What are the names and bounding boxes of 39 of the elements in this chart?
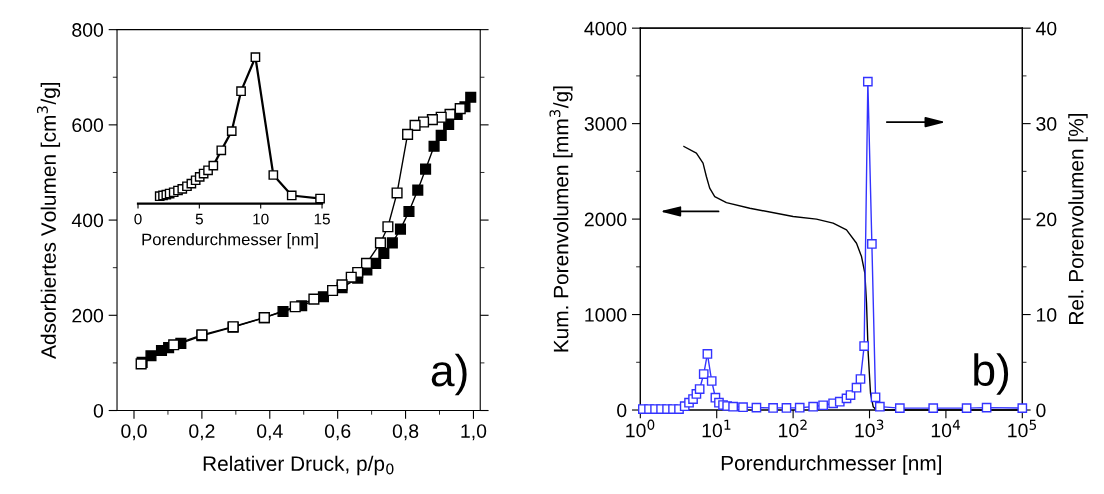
x-axis-title: Relativer Druck, p/p$_{0}$	[203, 455, 394, 476]
x-tick-label: 0,4	[257, 424, 283, 441]
x-axis-title: Porendurchmesser [nm]	[721, 455, 941, 475]
y2-tick-label: 40	[1035, 21, 1057, 36]
x-axis-title: Porendurchmesser [nm]	[142, 233, 318, 249]
x-tick-label: 10$^{1}$	[702, 419, 731, 438]
x-tick-label: 0,2	[189, 424, 215, 441]
y-axis-title: Adsorbiertes Volumen [cm$^{3}$/g]	[36, 82, 61, 359]
y-axis-title: Kum. Porenvolumen [mm$^{3}$/g]	[549, 86, 573, 352]
y2-tick-label: 0	[1036, 403, 1046, 418]
y-tick-label: 0	[93, 403, 104, 418]
x-tick-label: 0,0	[121, 424, 147, 441]
y-tick-label: 0	[617, 403, 627, 418]
x-tick-label: 10	[253, 213, 269, 225]
y2-tick-label: 20	[1036, 212, 1057, 227]
y-tick-label: 200	[72, 308, 104, 323]
y-tick-label: 400	[71, 213, 104, 228]
y2-tick-label: 30	[1036, 117, 1057, 131]
annotation: b)	[974, 353, 1009, 395]
x-tick-label: 10$^{5}$	[1008, 419, 1037, 438]
annotation: a)	[431, 353, 467, 396]
y-tick-label: 3000	[584, 117, 627, 131]
x-tick-label: 15	[314, 213, 330, 225]
x-tick-label: 10$^{3}$	[855, 419, 884, 438]
y2-axis-title: Rel. Porenvolumen [%]	[1068, 114, 1088, 324]
x-tick-label: 1,0	[461, 424, 487, 441]
x-tick-label: 0,6	[324, 424, 351, 441]
y-tick-label: 800	[72, 23, 104, 37]
y-tick-label: 600	[72, 118, 104, 133]
y-tick-label: 4000	[584, 21, 627, 36]
y-tick-label: 1000	[585, 308, 627, 322]
x-tick-label: 10$^{0}$	[626, 419, 655, 438]
x-tick-label: 10$^{4}$	[931, 419, 961, 438]
x-tick-label: 10$^{2}$	[779, 419, 807, 438]
y-tick-label: 2000	[584, 212, 627, 227]
y2-tick-label: 10	[1036, 308, 1057, 322]
x-tick-label: 5	[195, 213, 203, 225]
x-tick-label: 0	[134, 213, 142, 225]
x-tick-label: 0,8	[392, 424, 419, 441]
